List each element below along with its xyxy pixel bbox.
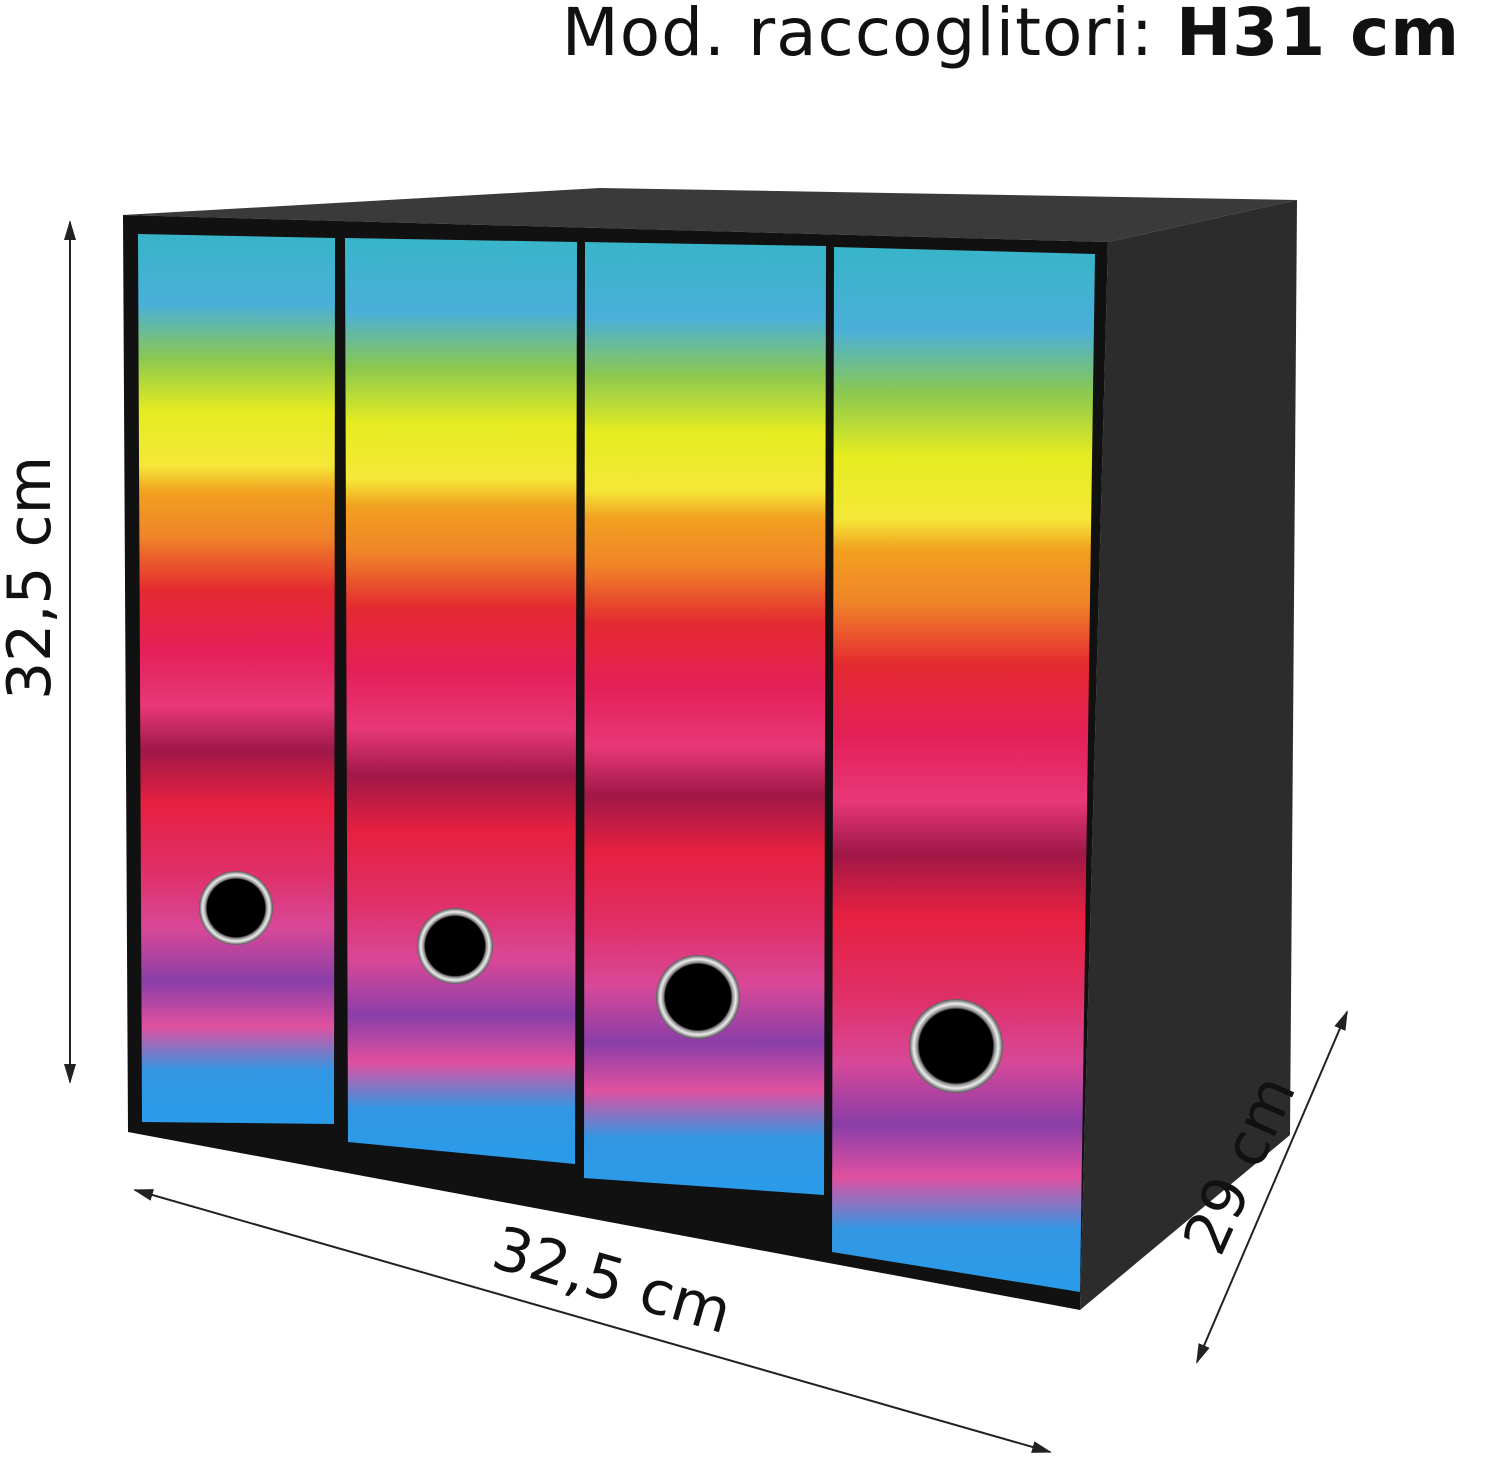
- binder-ring-2: [417, 908, 493, 984]
- title-prefix: Mod. raccoglitori:: [561, 0, 1155, 71]
- binder-ring-4: [909, 999, 1003, 1093]
- height-label: 32,5 cm: [0, 455, 65, 700]
- binder-3: [584, 242, 826, 1195]
- depth-arrow: [1196, 1010, 1348, 1364]
- binder-ring-1: [199, 871, 273, 945]
- box-top: [123, 188, 1297, 242]
- binder-2: [345, 238, 577, 1164]
- binder-1: [138, 234, 335, 1124]
- binder-ring-3: [656, 955, 740, 1039]
- product-title: Mod. raccoglitori: H31 cm: [562, 0, 1460, 71]
- width-arrow: [133, 1189, 1052, 1453]
- title-height: H31 cm: [1176, 0, 1460, 71]
- binder-4: [832, 247, 1095, 1292]
